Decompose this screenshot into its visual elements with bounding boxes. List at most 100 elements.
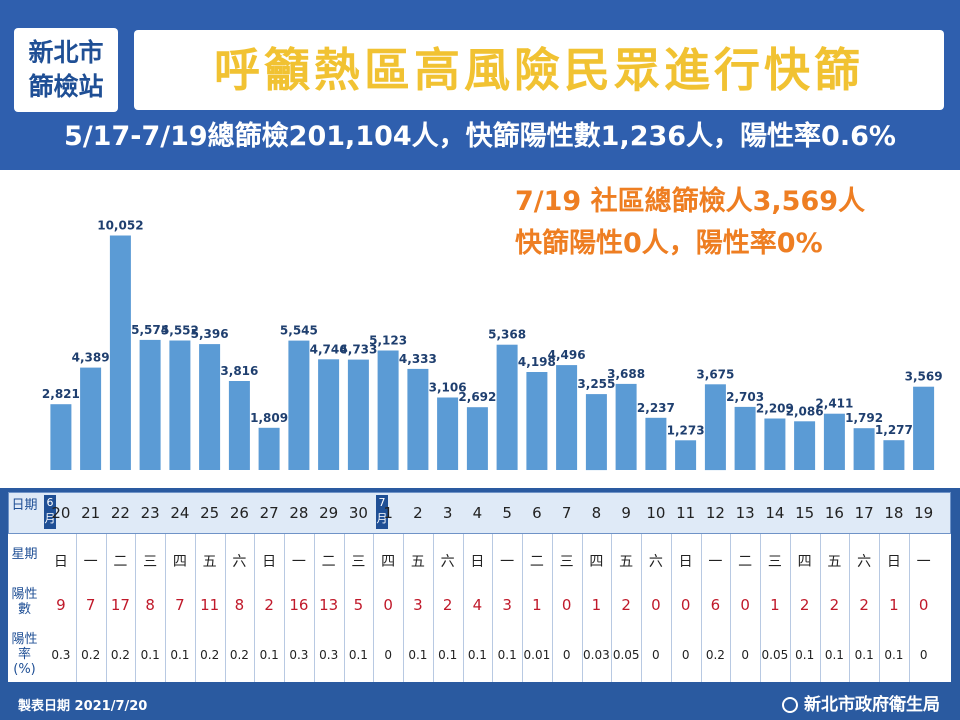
bar-value-label-7: 4,496 xyxy=(548,348,586,362)
positive-cell-12: 6 xyxy=(710,596,721,614)
bar-value-label-6: 4,198 xyxy=(518,355,556,369)
bar-30 xyxy=(347,359,369,470)
bar-value-label-21: 4,389 xyxy=(72,351,110,365)
org-line-2: 篩檢站 xyxy=(28,72,104,101)
weekday-cell-2: 五 xyxy=(410,554,425,570)
positive-cell-26: 8 xyxy=(234,596,245,614)
date-cell-28: 28 xyxy=(289,504,309,522)
column-divider xyxy=(254,534,256,682)
rate-cell-18: 0.1 xyxy=(884,648,904,662)
bar-27 xyxy=(258,427,280,470)
positive-cell-30: 5 xyxy=(353,596,364,614)
positive-cell-10: 0 xyxy=(651,596,661,614)
weekday-cell-26: 六 xyxy=(232,554,247,570)
positive-cell-4: 4 xyxy=(472,596,483,614)
bar-value-label-23: 5,574 xyxy=(131,323,169,337)
weekday-cell-8: 四 xyxy=(589,554,604,570)
date-cell-27: 27 xyxy=(259,504,279,522)
column-divider xyxy=(75,534,77,682)
positive-cell-9: 2 xyxy=(621,596,631,614)
column-divider xyxy=(284,534,285,682)
rate-cell-22: 0.2 xyxy=(110,648,130,662)
bar-value-label-1: 5,123 xyxy=(369,334,407,348)
agency-name: 新北市政府衛生局 xyxy=(804,695,940,715)
column-divider xyxy=(611,534,613,682)
bar-4 xyxy=(466,407,488,470)
date-cell-1: 1 xyxy=(383,504,393,522)
bar-value-label-2: 4,333 xyxy=(399,352,437,366)
bar-10 xyxy=(645,417,667,470)
bar-value-label-8: 3,255 xyxy=(577,377,615,391)
weekday-cell-5: 一 xyxy=(500,554,515,570)
column-divider xyxy=(492,534,494,682)
weekday-cell-30: 三 xyxy=(351,554,366,570)
data-table: 日期 星期 陽性數 陽性率(%) 6月 7月 20 日 9 0.3 21 一 7 0.2 22 二… xyxy=(8,492,951,682)
bar-5 xyxy=(496,344,518,470)
rate-cell-8: 0.03 xyxy=(583,648,610,662)
column-divider xyxy=(165,534,166,682)
weekday-cell-15: 四 xyxy=(797,554,812,570)
rate-cell-21: 0.2 xyxy=(81,648,101,662)
bar-8 xyxy=(585,394,607,471)
weekday-cell-11: 日 xyxy=(678,554,693,570)
column-divider xyxy=(432,534,434,682)
column-divider xyxy=(224,534,226,682)
weekday-cell-28: 一 xyxy=(291,554,306,570)
weekday-cell-13: 二 xyxy=(738,554,753,570)
date-cell-10: 10 xyxy=(646,504,666,522)
bar-value-label-27: 1,809 xyxy=(250,411,288,425)
bar-2 xyxy=(407,368,429,470)
date-cell-21: 21 xyxy=(81,504,101,522)
page-title: 呼籲熱區高風險民眾進行快篩 xyxy=(134,30,944,110)
positive-cell-11: 0 xyxy=(680,596,691,614)
column-divider xyxy=(700,534,702,682)
rate-cell-25: 0.2 xyxy=(200,648,220,662)
bar-3 xyxy=(437,397,459,470)
rate-cell-9: 0.05 xyxy=(612,648,640,662)
rate-cell-2: 0.1 xyxy=(408,648,428,662)
column-divider xyxy=(641,534,642,682)
column-divider xyxy=(462,534,464,682)
positive-cell-1: 0 xyxy=(383,596,393,614)
column-divider xyxy=(105,534,107,682)
bar-value-label-29: 4,746 xyxy=(310,342,348,356)
positive-cell-22: 17 xyxy=(110,596,130,614)
date-cell-4: 4 xyxy=(472,504,483,522)
positive-cell-28: 16 xyxy=(289,596,309,614)
month-6-marker: 6月 xyxy=(44,495,56,529)
positive-cell-6: 1 xyxy=(532,596,542,614)
date-cell-26: 26 xyxy=(229,504,249,522)
table-date: 製表日期 2021/7/20 xyxy=(18,699,148,714)
positive-cell-20: 9 xyxy=(56,596,66,614)
bar-value-label-19: 3,569 xyxy=(905,370,943,384)
bar-value-label-25: 5,396 xyxy=(191,327,229,341)
weekday-cell-1: 四 xyxy=(381,554,396,570)
rate-cell-7: 0 xyxy=(562,648,571,662)
bar-value-label-3: 3,106 xyxy=(429,381,467,395)
bar-17 xyxy=(853,428,875,470)
weekday-row-label: 星期 xyxy=(11,547,38,562)
bar-12 xyxy=(704,384,726,471)
date-cell-15: 15 xyxy=(795,504,815,522)
bar-13 xyxy=(734,406,756,470)
positive-cell-7: 0 xyxy=(561,596,572,614)
bar-25 xyxy=(199,344,221,470)
bar-24 xyxy=(169,340,191,470)
date-cell-12: 12 xyxy=(705,504,725,522)
positive-cell-27: 2 xyxy=(264,596,274,614)
weekday-cell-19: 一 xyxy=(916,554,931,570)
column-divider xyxy=(789,534,791,682)
column-divider xyxy=(373,534,375,682)
date-cell-11: 11 xyxy=(676,504,696,522)
rate-cell-13: 0 xyxy=(741,648,749,662)
weekday-cell-24: 四 xyxy=(172,554,187,570)
date-row xyxy=(8,492,951,534)
weekday-cell-18: 日 xyxy=(886,554,901,570)
rate-cell-30: 0.1 xyxy=(348,648,368,662)
positive-cell-3: 2 xyxy=(442,596,453,614)
date-cell-29: 29 xyxy=(319,504,339,522)
date-row-label: 日期 xyxy=(11,498,38,513)
rate-cell-19: 0 xyxy=(919,648,928,662)
bar-value-label-26: 3,816 xyxy=(220,364,258,378)
rate-row-label: 陽性率(%) xyxy=(11,632,38,677)
